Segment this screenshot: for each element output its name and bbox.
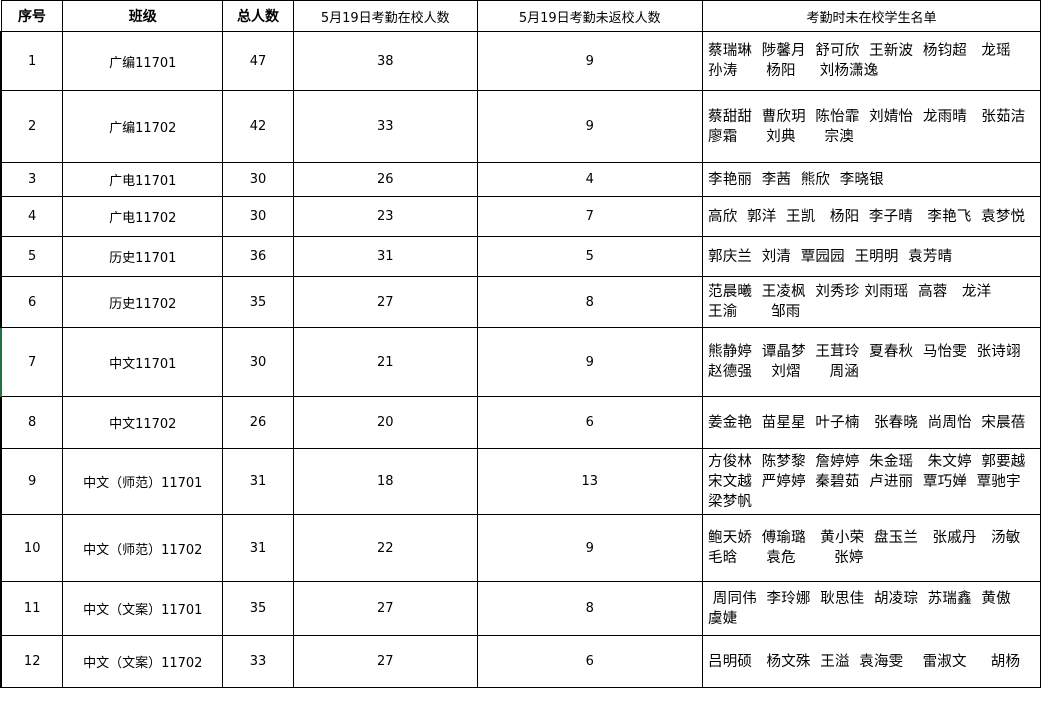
cell-class[interactable]: 广电11701 bbox=[62, 162, 224, 197]
cell-total[interactable]: 30 bbox=[222, 162, 294, 197]
cell-class[interactable]: 中文（师范）11702 bbox=[62, 514, 224, 582]
cell-class[interactable]: 中文（文案）11701 bbox=[62, 581, 224, 636]
cell-names[interactable]: 郭庆兰 刘清 覃园园 王明明 袁芳晴 bbox=[702, 236, 1041, 277]
header-no[interactable]: 序号 bbox=[0, 0, 64, 32]
cell-no[interactable]: 1 bbox=[0, 31, 64, 91]
cell-absent[interactable]: 6 bbox=[476, 635, 704, 688]
cell-no[interactable]: 6 bbox=[0, 276, 64, 328]
table-row: 9 中文（师范）11701 31 18 13 方俊林 陈梦黎 詹婷婷 朱金瑶 朱文婷 郭要… bbox=[0, 448, 1041, 515]
table-row: 4 广电11702 30 23 7 高欣 郭洋 王凯 杨阳 李子晴 李艳飞 袁梦悦 bbox=[0, 196, 1041, 237]
cell-class[interactable]: 中文（文案）11702 bbox=[62, 635, 224, 688]
header-absent[interactable]: 5月19日考勤未返校人数 bbox=[476, 0, 704, 32]
cell-no[interactable]: 4 bbox=[0, 196, 64, 237]
cell-total[interactable]: 36 bbox=[222, 236, 294, 277]
table-row: 8 中文11702 26 20 6 姜金艳 苗星星 叶子楠 张春晓 尚周怡 宋晨蓓 bbox=[0, 396, 1041, 449]
cell-no[interactable]: 5 bbox=[0, 236, 64, 277]
cell-total[interactable]: 31 bbox=[222, 448, 294, 515]
table-row: 1 广编11701 47 38 9 蔡瑞琳 陟馨月 舒可欣 王新波 杨钧超 龙瑶 孙涛 杨… bbox=[0, 31, 1041, 91]
cell-names[interactable]: 熊静婷 谭晶梦 王茸玲 夏春秋 马怡雯 张诗翊 赵德强 刘熠 周涵 bbox=[702, 327, 1041, 397]
cell-total[interactable]: 47 bbox=[222, 31, 294, 91]
cell-names[interactable]: 鲍天娇 傅瑜璐 黄小荣 盘玉兰 张戚丹 汤敏 毛晗 袁危 张婷 bbox=[702, 514, 1041, 582]
cell-present[interactable]: 23 bbox=[292, 196, 478, 237]
cell-no[interactable]: 12 bbox=[0, 635, 64, 688]
table-row: 2 广编11702 42 33 9 蔡甜甜 曹欣玥 陈怡霏 刘婧怡 龙雨晴 张茹洁 廖霜 … bbox=[0, 90, 1041, 163]
cell-no[interactable]: 8 bbox=[0, 396, 64, 449]
cell-total[interactable]: 26 bbox=[222, 396, 294, 449]
cell-present[interactable]: 27 bbox=[292, 635, 478, 688]
cell-names[interactable]: 周同伟 李玲娜 耿思佳 胡凌琮 苏瑞鑫 黄傲 虞婕 bbox=[702, 581, 1041, 636]
cell-names[interactable]: 吕明硕 杨文殊 王溢 袁海雯 雷淑文 胡杨 bbox=[702, 635, 1041, 688]
table-row: 5 历史11701 36 31 5 郭庆兰 刘清 覃园园 王明明 袁芳晴 bbox=[0, 236, 1041, 277]
cell-present[interactable]: 18 bbox=[292, 448, 478, 515]
cell-absent[interactable]: 8 bbox=[476, 581, 704, 636]
cell-present[interactable]: 21 bbox=[292, 327, 478, 397]
cell-names[interactable]: 李艳丽 李茜 熊欣 李晓银 bbox=[702, 162, 1041, 197]
cell-total[interactable]: 30 bbox=[222, 327, 294, 397]
cell-no[interactable]: 3 bbox=[0, 162, 64, 197]
header-names[interactable]: 考勤时未在校学生名单 bbox=[702, 0, 1041, 32]
cell-names[interactable]: 蔡瑞琳 陟馨月 舒可欣 王新波 杨钧超 龙瑶 孙涛 杨阳 刘杨潇逸 bbox=[702, 31, 1041, 91]
cell-class[interactable]: 广编11702 bbox=[62, 90, 224, 163]
cell-absent[interactable]: 5 bbox=[476, 236, 704, 277]
cell-class[interactable]: 中文（师范）11701 bbox=[62, 448, 224, 515]
table-row: 12 中文（文案）11702 33 27 6 吕明硕 杨文殊 王溢 袁海雯 雷淑文 胡杨 bbox=[0, 635, 1041, 688]
cell-names[interactable]: 蔡甜甜 曹欣玥 陈怡霏 刘婧怡 龙雨晴 张茹洁 廖霜 刘典 宗澳 bbox=[702, 90, 1041, 163]
table-row: 11 中文（文案）11701 35 27 8 周同伟 李玲娜 耿思佳 胡凌琮 苏瑞鑫 黄… bbox=[0, 581, 1041, 636]
cell-present[interactable]: 27 bbox=[292, 581, 478, 636]
cell-no[interactable]: 2 bbox=[0, 90, 64, 163]
cell-present[interactable]: 27 bbox=[292, 276, 478, 328]
cell-total[interactable]: 30 bbox=[222, 196, 294, 237]
cell-present[interactable]: 38 bbox=[292, 31, 478, 91]
cell-absent[interactable]: 9 bbox=[476, 31, 704, 91]
cell-names[interactable]: 高欣 郭洋 王凯 杨阳 李子晴 李艳飞 袁梦悦 bbox=[702, 196, 1041, 237]
cell-names[interactable]: 方俊林 陈梦黎 詹婷婷 朱金瑶 朱文婷 郭要越 宋文越 严婷婷 秦碧茹 卢进丽 … bbox=[702, 448, 1041, 515]
table-row: 3 广电11701 30 26 4 李艳丽 李茜 熊欣 李晓银 bbox=[0, 162, 1041, 197]
cell-names[interactable]: 姜金艳 苗星星 叶子楠 张春晓 尚周怡 宋晨蓓 bbox=[702, 396, 1041, 449]
cell-class[interactable]: 广电11702 bbox=[62, 196, 224, 237]
cell-present[interactable]: 26 bbox=[292, 162, 478, 197]
cell-absent[interactable]: 9 bbox=[476, 514, 704, 582]
cell-absent[interactable]: 7 bbox=[476, 196, 704, 237]
header-row: 序号 班级 总人数 5月19日考勤在校人数 5月19日考勤未返校人数 考勤时未在… bbox=[0, 0, 1041, 32]
cell-total[interactable]: 33 bbox=[222, 635, 294, 688]
cell-total[interactable]: 42 bbox=[222, 90, 294, 163]
header-class[interactable]: 班级 bbox=[62, 0, 224, 32]
cell-absent[interactable]: 6 bbox=[476, 396, 704, 449]
cell-absent[interactable]: 9 bbox=[476, 90, 704, 163]
cell-absent[interactable]: 8 bbox=[476, 276, 704, 328]
cell-class[interactable]: 中文11701 bbox=[62, 327, 224, 397]
cell-total[interactable]: 35 bbox=[222, 276, 294, 328]
cell-total[interactable]: 31 bbox=[222, 514, 294, 582]
header-present[interactable]: 5月19日考勤在校人数 bbox=[292, 0, 478, 32]
table-row: 6 历史11702 35 27 8 范晨曦 王凌枫 刘秀珍 刘雨瑶 高蓉 龙洋 王渝 邹雨 bbox=[0, 276, 1041, 328]
cell-total[interactable]: 35 bbox=[222, 581, 294, 636]
cell-class[interactable]: 中文11702 bbox=[62, 396, 224, 449]
cell-class[interactable]: 广编11701 bbox=[62, 31, 224, 91]
cell-no[interactable]: 10 bbox=[0, 514, 64, 582]
table-row: 7 中文11701 30 21 9 熊静婷 谭晶梦 王茸玲 夏春秋 马怡雯 张诗翊 赵德强… bbox=[0, 327, 1041, 397]
cell-no[interactable]: 9 bbox=[0, 448, 64, 515]
cell-absent[interactable]: 13 bbox=[476, 448, 704, 515]
cell-class[interactable]: 历史11701 bbox=[62, 236, 224, 277]
cell-present[interactable]: 31 bbox=[292, 236, 478, 277]
header-total[interactable]: 总人数 bbox=[222, 0, 294, 32]
cell-class[interactable]: 历史11702 bbox=[62, 276, 224, 328]
cell-names[interactable]: 范晨曦 王凌枫 刘秀珍 刘雨瑶 高蓉 龙洋 王渝 邹雨 bbox=[702, 276, 1041, 328]
cell-present[interactable]: 22 bbox=[292, 514, 478, 582]
cell-present[interactable]: 33 bbox=[292, 90, 478, 163]
cell-no[interactable]: 11 bbox=[0, 581, 64, 636]
cell-absent[interactable]: 9 bbox=[476, 327, 704, 397]
cell-absent[interactable]: 4 bbox=[476, 162, 704, 197]
cell-present[interactable]: 20 bbox=[292, 396, 478, 449]
cell-no[interactable]: 7 bbox=[0, 327, 64, 397]
table-row: 10 中文（师范）11702 31 22 9 鲍天娇 傅瑜璐 黄小荣 盘玉兰 张戚丹 汤敏… bbox=[0, 514, 1041, 582]
